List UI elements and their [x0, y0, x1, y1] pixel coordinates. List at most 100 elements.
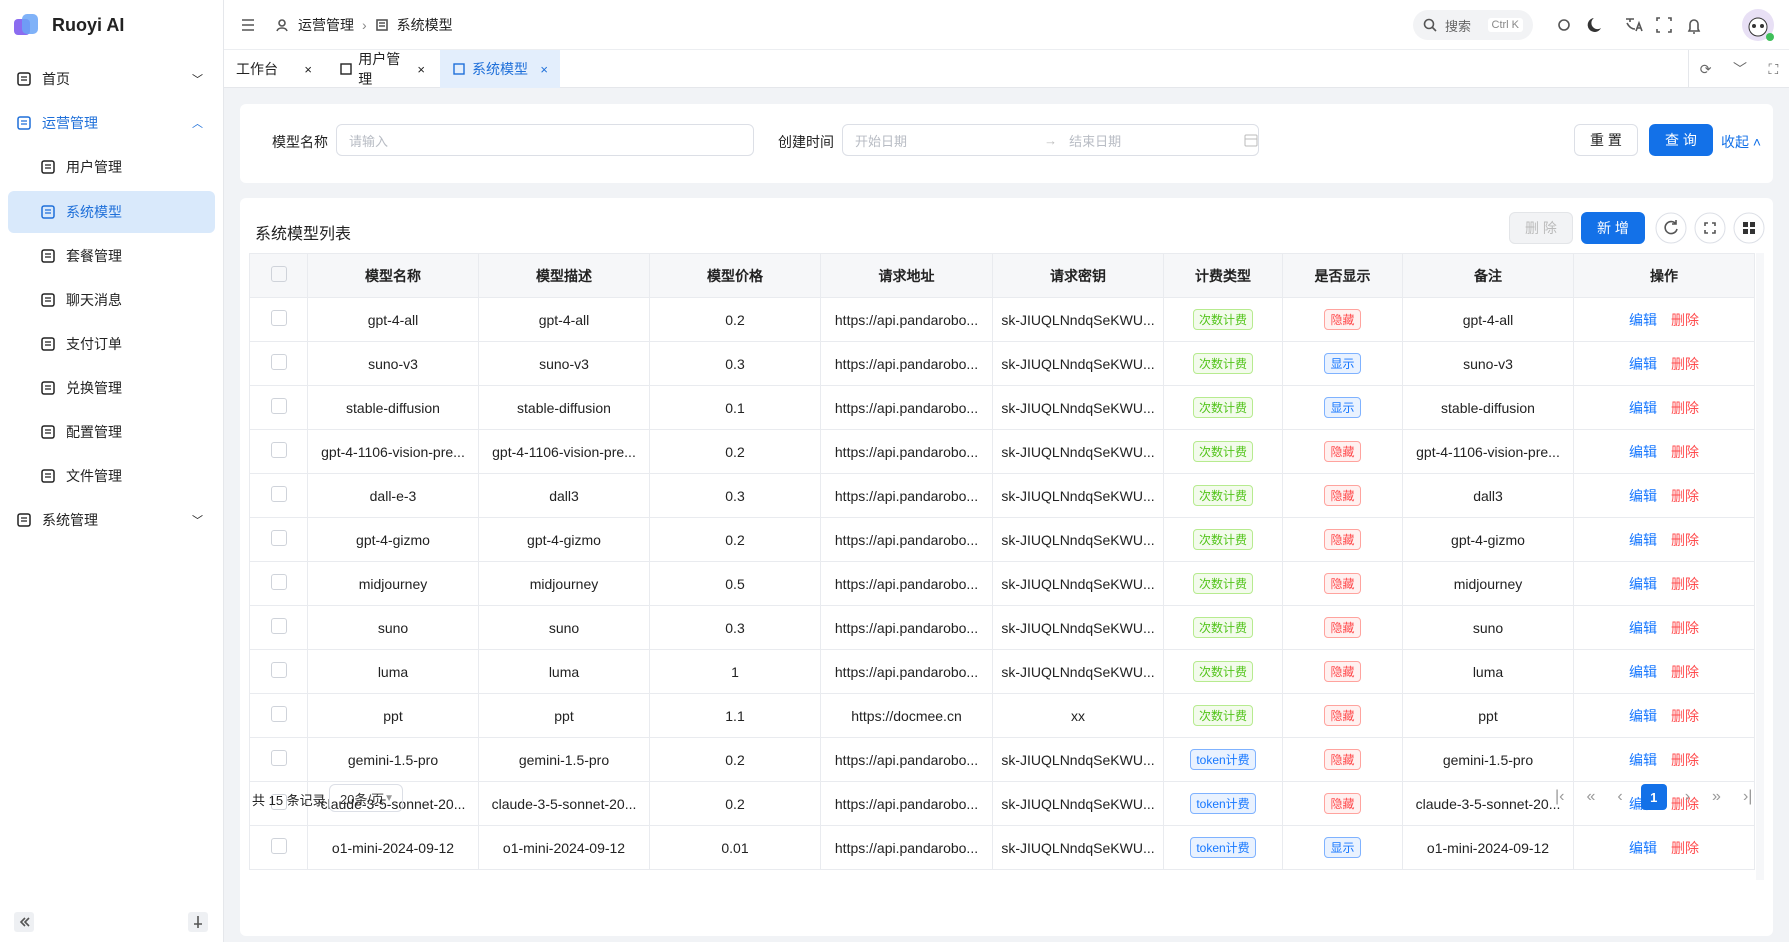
checkbox[interactable] — [270, 662, 287, 678]
checkbox[interactable] — [270, 750, 287, 766]
menu-label: 用户管理 — [66, 159, 122, 175]
current-page[interactable]: 1 — [1640, 784, 1667, 810]
edit-link[interactable]: 编辑 — [1629, 751, 1657, 768]
edit-link[interactable]: 编辑 — [1629, 355, 1657, 372]
reset-button[interactable]: 重 置 — [1574, 124, 1638, 156]
tab-close[interactable]: × — [304, 61, 312, 77]
checkbox[interactable] — [270, 838, 287, 854]
actions-cell: 编辑删除 — [1573, 297, 1755, 342]
cell: luma — [307, 649, 479, 694]
edit-link[interactable]: 编辑 — [1629, 311, 1657, 328]
next-5[interactable]: » — [1712, 788, 1721, 805]
table-title: 系统模型列表 — [255, 226, 352, 243]
checkbox[interactable] — [270, 530, 287, 546]
menu-item[interactable]: 支付订单 — [8, 323, 215, 365]
prev-5[interactable]: « — [1586, 788, 1596, 805]
menu-label: 支付订单 — [66, 336, 122, 352]
next-page[interactable]: › — [1684, 788, 1691, 805]
cell: 隐藏 — [1282, 649, 1403, 694]
page-size[interactable]: 20条/页 ▼ — [329, 784, 403, 812]
shortcut: Ctrl K — [1487, 18, 1523, 32]
tag: 次数计费 — [1192, 617, 1253, 638]
edit-link[interactable]: 编辑 — [1629, 399, 1657, 416]
placeholder: 请输入 — [349, 133, 389, 149]
checkbox[interactable] — [270, 310, 287, 326]
checkbox[interactable] — [270, 706, 287, 722]
checkbox[interactable] — [270, 574, 287, 590]
menu-item[interactable]: 配置管理 — [8, 411, 215, 453]
cell: luma — [1402, 649, 1574, 694]
cell: 次数计费 — [1163, 517, 1283, 562]
delete-link[interactable]: 删除 — [1671, 487, 1699, 504]
cell: 显示 — [1282, 385, 1403, 430]
menu-item[interactable]: 文件管理 — [8, 455, 215, 497]
menu-item[interactable]: 系统管理 ﹀ — [8, 499, 215, 541]
cell — [249, 429, 308, 474]
menu-item[interactable]: 用户管理 — [8, 146, 215, 188]
delete-link[interactable]: 删除 — [1671, 531, 1699, 548]
menu-icon — [17, 72, 31, 86]
delete-button[interactable]: 删 除 — [1509, 212, 1573, 244]
delete-link[interactable]: 删除 — [1671, 839, 1699, 856]
cell — [249, 561, 308, 606]
menu-item[interactable]: 系统模型 — [8, 191, 215, 233]
tag: 次数计费 — [1192, 661, 1253, 682]
edit-link[interactable]: 编辑 — [1629, 663, 1657, 680]
checkbox[interactable] — [270, 266, 287, 282]
last-page[interactable]: ›| — [1742, 788, 1753, 805]
collapse-link[interactable]: 收起 ˄ — [1721, 134, 1762, 150]
tab[interactable]: 工作台 × — [224, 50, 324, 88]
header-actions[interactable] — [1554, 15, 1754, 35]
cell: dall3 — [478, 473, 650, 518]
delete-link[interactable]: 删除 — [1671, 311, 1699, 328]
menu-item[interactable]: 套餐管理 — [8, 235, 215, 277]
edit-link[interactable]: 编辑 — [1629, 839, 1657, 856]
edit-link[interactable]: 编辑 — [1629, 487, 1657, 504]
menu-label: 系统管理 — [42, 512, 98, 528]
delete-link[interactable]: 删除 — [1671, 619, 1699, 636]
tab-close[interactable]: × — [417, 61, 425, 77]
menu-item[interactable]: 首页 ﹀ — [8, 58, 215, 100]
edit-link[interactable]: 编辑 — [1629, 531, 1657, 548]
edit-link[interactable]: 编辑 — [1629, 575, 1657, 592]
delete-link[interactable]: 删除 — [1671, 443, 1699, 460]
checkbox[interactable] — [270, 354, 287, 370]
add-button[interactable]: 新 增 — [1581, 212, 1645, 244]
checkbox[interactable] — [270, 442, 287, 458]
collapse-sidebar[interactable] — [14, 912, 34, 932]
tab[interactable]: 用户管理 × — [327, 50, 437, 88]
edit-link[interactable]: 编辑 — [1629, 443, 1657, 460]
edit-link[interactable]: 编辑 — [1629, 707, 1657, 724]
pin-sidebar[interactable] — [188, 912, 208, 932]
menu-toggle[interactable] — [240, 17, 256, 33]
breadcrumb-item[interactable]: 运营管理 — [298, 17, 354, 33]
date-range[interactable]: 开始日期 → 结束日期 — [842, 124, 1259, 156]
tab[interactable]: 系统模型 × — [440, 50, 560, 88]
menu-item[interactable]: 聊天消息 — [8, 279, 215, 321]
checkbox[interactable] — [270, 398, 287, 414]
delete-link[interactable]: 删除 — [1671, 575, 1699, 592]
table-tools[interactable] — [1655, 212, 1765, 244]
name-input[interactable]: 请输入 — [336, 124, 754, 156]
edit-link[interactable]: 编辑 — [1629, 619, 1657, 636]
menu-item[interactable]: 运营管理 ︿ — [8, 102, 215, 144]
search-box[interactable]: 搜索 Ctrl K — [1413, 10, 1533, 40]
checkbox[interactable] — [270, 794, 287, 810]
menu-item[interactable]: 兑换管理 — [8, 367, 215, 409]
delete-link[interactable]: 删除 — [1671, 399, 1699, 416]
avatar[interactable] — [1741, 8, 1775, 42]
delete-link[interactable]: 删除 — [1671, 663, 1699, 680]
delete-link[interactable]: 删除 — [1671, 751, 1699, 768]
query-button[interactable]: 查 询 — [1649, 124, 1713, 156]
cell: gemini-1.5-pro — [478, 737, 650, 782]
prev-page[interactable]: ‹ — [1617, 788, 1623, 805]
tab-close[interactable]: × — [540, 61, 548, 77]
delete-link[interactable]: 删除 — [1671, 795, 1699, 812]
delete-link[interactable]: 删除 — [1671, 355, 1699, 372]
checkbox[interactable] — [270, 618, 287, 634]
first-page[interactable]: |‹ — [1555, 788, 1565, 805]
delete-link[interactable]: 删除 — [1671, 707, 1699, 724]
cell: 次数计费 — [1163, 385, 1283, 430]
tab-tools[interactable]: ⟳ ﹀ ⛶ — [1688, 50, 1789, 88]
checkbox[interactable] — [270, 486, 287, 502]
